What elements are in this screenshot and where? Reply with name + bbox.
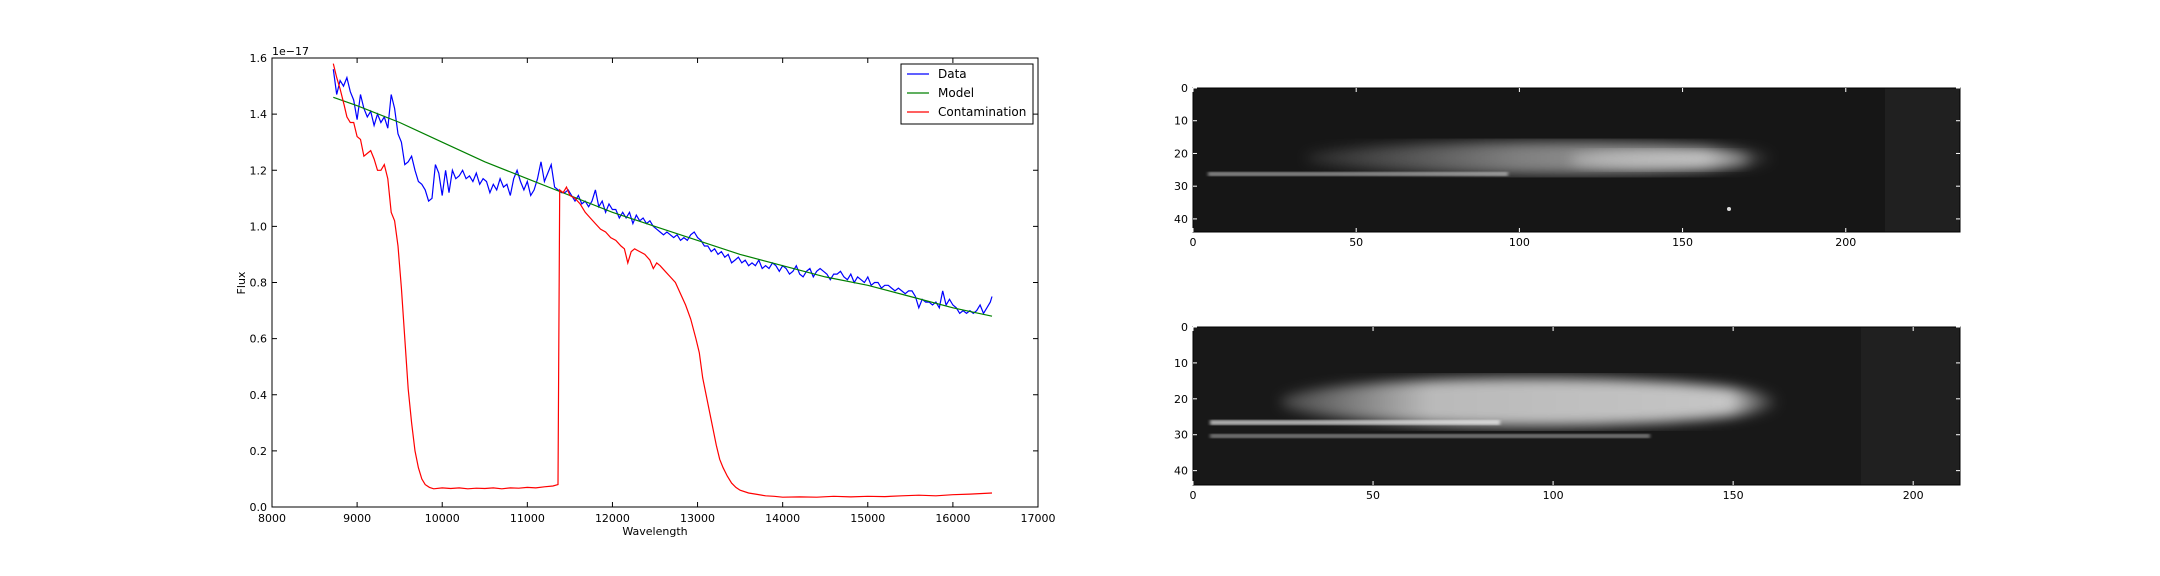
x-tick-label: 16000 xyxy=(935,512,970,525)
x-tick-label: 12000 xyxy=(595,512,630,525)
image-y-tick-label: 40 xyxy=(1174,213,1188,226)
image-x-tick-label: 150 xyxy=(1672,236,1693,249)
image-y-tick-label: 0 xyxy=(1181,82,1188,95)
image-bottom-ticks: 0 50 100 150 200 0 10 20 30 40 xyxy=(1174,321,1960,502)
spectrum-image-bottom: 0 50 100 150 200 0 10 20 30 40 xyxy=(1174,321,1961,502)
image-top-bright-knot xyxy=(1570,150,1750,170)
y-scale-exponent: 1e−17 xyxy=(272,45,309,58)
y-axis-label: Flux xyxy=(235,271,248,294)
y-tick-label: 0.4 xyxy=(250,389,268,402)
x-tick-label: 9000 xyxy=(343,512,371,525)
image-top-ticks: 0 50 100 150 200 0 10 20 30 40 xyxy=(1174,82,1960,249)
image-y-tick-label: 10 xyxy=(1174,115,1188,128)
spectrum-axis-ticks: 8000 9000 10000 11000 12000 13000 14000 15000 16… xyxy=(250,52,1056,525)
image-x-tick-label: 150 xyxy=(1723,489,1744,502)
spectrum-image-top: 0 50 100 150 200 0 10 20 30 40 xyxy=(1174,82,1961,249)
spectrum-plot: 8000 9000 10000 11000 12000 13000 14000 15000 16… xyxy=(235,45,1056,538)
image-x-tick-label: 200 xyxy=(1903,489,1924,502)
y-tick-label: 1.4 xyxy=(250,108,268,121)
y-tick-label: 1.2 xyxy=(250,164,268,177)
image-bottom-trace-upper xyxy=(1210,420,1500,425)
y-tick-label: 0.2 xyxy=(250,445,268,458)
x-tick-label: 17000 xyxy=(1021,512,1056,525)
image-y-tick-label: 30 xyxy=(1174,180,1188,193)
image-top-padding xyxy=(1885,88,1960,232)
image-top-trace xyxy=(1208,172,1508,176)
legend-label-model: Model xyxy=(938,86,974,100)
y-tick-label: 0.6 xyxy=(250,333,268,346)
image-bottom-dispersed-band xyxy=(1280,378,1780,426)
image-x-tick-label: 0 xyxy=(1190,489,1197,502)
image-top-hot-pixel xyxy=(1727,207,1731,211)
x-tick-label: 8000 xyxy=(258,512,286,525)
image-bottom-padding xyxy=(1861,327,1960,485)
image-bottom-trace-lower xyxy=(1210,434,1650,438)
legend-label-data: Data xyxy=(938,67,967,81)
y-tick-label: 0.8 xyxy=(250,277,268,290)
image-x-tick-label: 50 xyxy=(1366,489,1380,502)
spectrum-plot-area xyxy=(271,57,1039,508)
y-tick-label: 1.0 xyxy=(250,220,268,233)
image-top-frame xyxy=(1192,87,1961,233)
series-line-contamination xyxy=(332,63,993,498)
image-y-tick-label: 30 xyxy=(1174,429,1188,442)
image-y-tick-label: 20 xyxy=(1174,147,1188,160)
x-axis-label: Wavelength xyxy=(622,525,687,538)
legend: Data Model Contamination xyxy=(900,63,1034,125)
image-y-tick-label: 40 xyxy=(1174,465,1188,478)
x-tick-label: 15000 xyxy=(850,512,885,525)
y-tick-label: 0.0 xyxy=(250,501,268,514)
x-tick-label: 13000 xyxy=(680,512,715,525)
image-x-tick-label: 100 xyxy=(1509,236,1530,249)
x-tick-label: 10000 xyxy=(425,512,460,525)
image-y-tick-label: 10 xyxy=(1174,357,1188,370)
image-x-tick-label: 200 xyxy=(1835,236,1856,249)
series-line-data xyxy=(332,69,993,315)
image-x-tick-label: 0 xyxy=(1190,236,1197,249)
image-x-tick-label: 100 xyxy=(1543,489,1564,502)
x-tick-label: 14000 xyxy=(765,512,800,525)
image-x-tick-label: 50 xyxy=(1349,236,1363,249)
x-tick-label: 11000 xyxy=(510,512,545,525)
series-line-model xyxy=(333,96,993,317)
image-y-tick-label: 0 xyxy=(1181,321,1188,334)
image-y-tick-label: 20 xyxy=(1174,393,1188,406)
spectrum-series xyxy=(332,63,993,498)
y-tick-label: 1.6 xyxy=(250,52,268,65)
image-bottom-frame xyxy=(1192,326,1961,486)
legend-label-contamination: Contamination xyxy=(938,105,1026,119)
